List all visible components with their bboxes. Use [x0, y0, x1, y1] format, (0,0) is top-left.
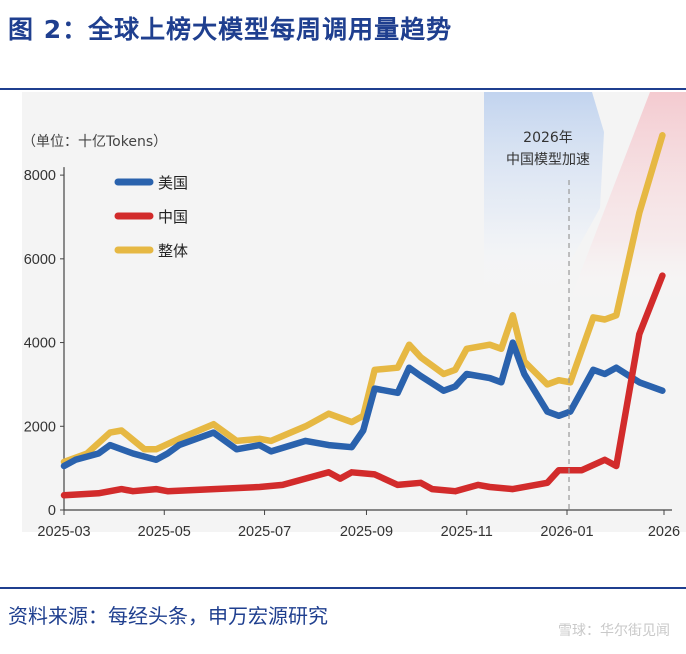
- y-tick-label: 6000: [24, 252, 56, 268]
- top-rule: [0, 88, 686, 90]
- series-line-1: [60, 272, 666, 499]
- y-tick-label: 0: [48, 503, 56, 519]
- watermark-text: 雪球：华尔街见闻: [558, 623, 670, 639]
- bottom-rule: [0, 587, 686, 589]
- y-tick-label: 2000: [24, 419, 56, 435]
- figure-title: 图 2：全球上榜大模型每周调用量趋势: [8, 15, 453, 44]
- x-tick-label: 2026: [648, 524, 680, 540]
- line-chart: 0 2000 4000 6000 8000 2025-03 2025-05 2025-07 20…: [22, 92, 686, 540]
- x-tick-label: 2025-11: [441, 524, 493, 540]
- x-tick-label: 2025-07: [238, 524, 291, 540]
- annotation-text: 中国模型加速: [506, 152, 590, 168]
- x-tick-label: 2026-01: [540, 524, 593, 540]
- y-tick-label: 8000: [24, 168, 56, 184]
- series-line-0: [60, 339, 666, 470]
- y-unit-label: （单位：十亿Tokens）: [22, 134, 167, 150]
- legend-label: 整体: [158, 242, 188, 260]
- x-tick-label: 2025-09: [340, 524, 393, 540]
- annotation-text: 2026年: [523, 130, 573, 146]
- us-highlight-band: [484, 92, 604, 295]
- x-tick-label: 2025-03: [37, 524, 90, 540]
- y-tick-label: 4000: [24, 336, 56, 352]
- source-note: 资料来源：每经头条，申万宏源研究: [8, 604, 328, 628]
- chart-area: 0 2000 4000 6000 8000 2025-03 2025-05 2025-07 20…: [0, 90, 686, 586]
- legend-label: 中国: [158, 208, 188, 226]
- series-line-2: [60, 132, 666, 466]
- x-tick-label: 2025-05: [138, 524, 191, 540]
- legend-label: 美国: [158, 174, 188, 192]
